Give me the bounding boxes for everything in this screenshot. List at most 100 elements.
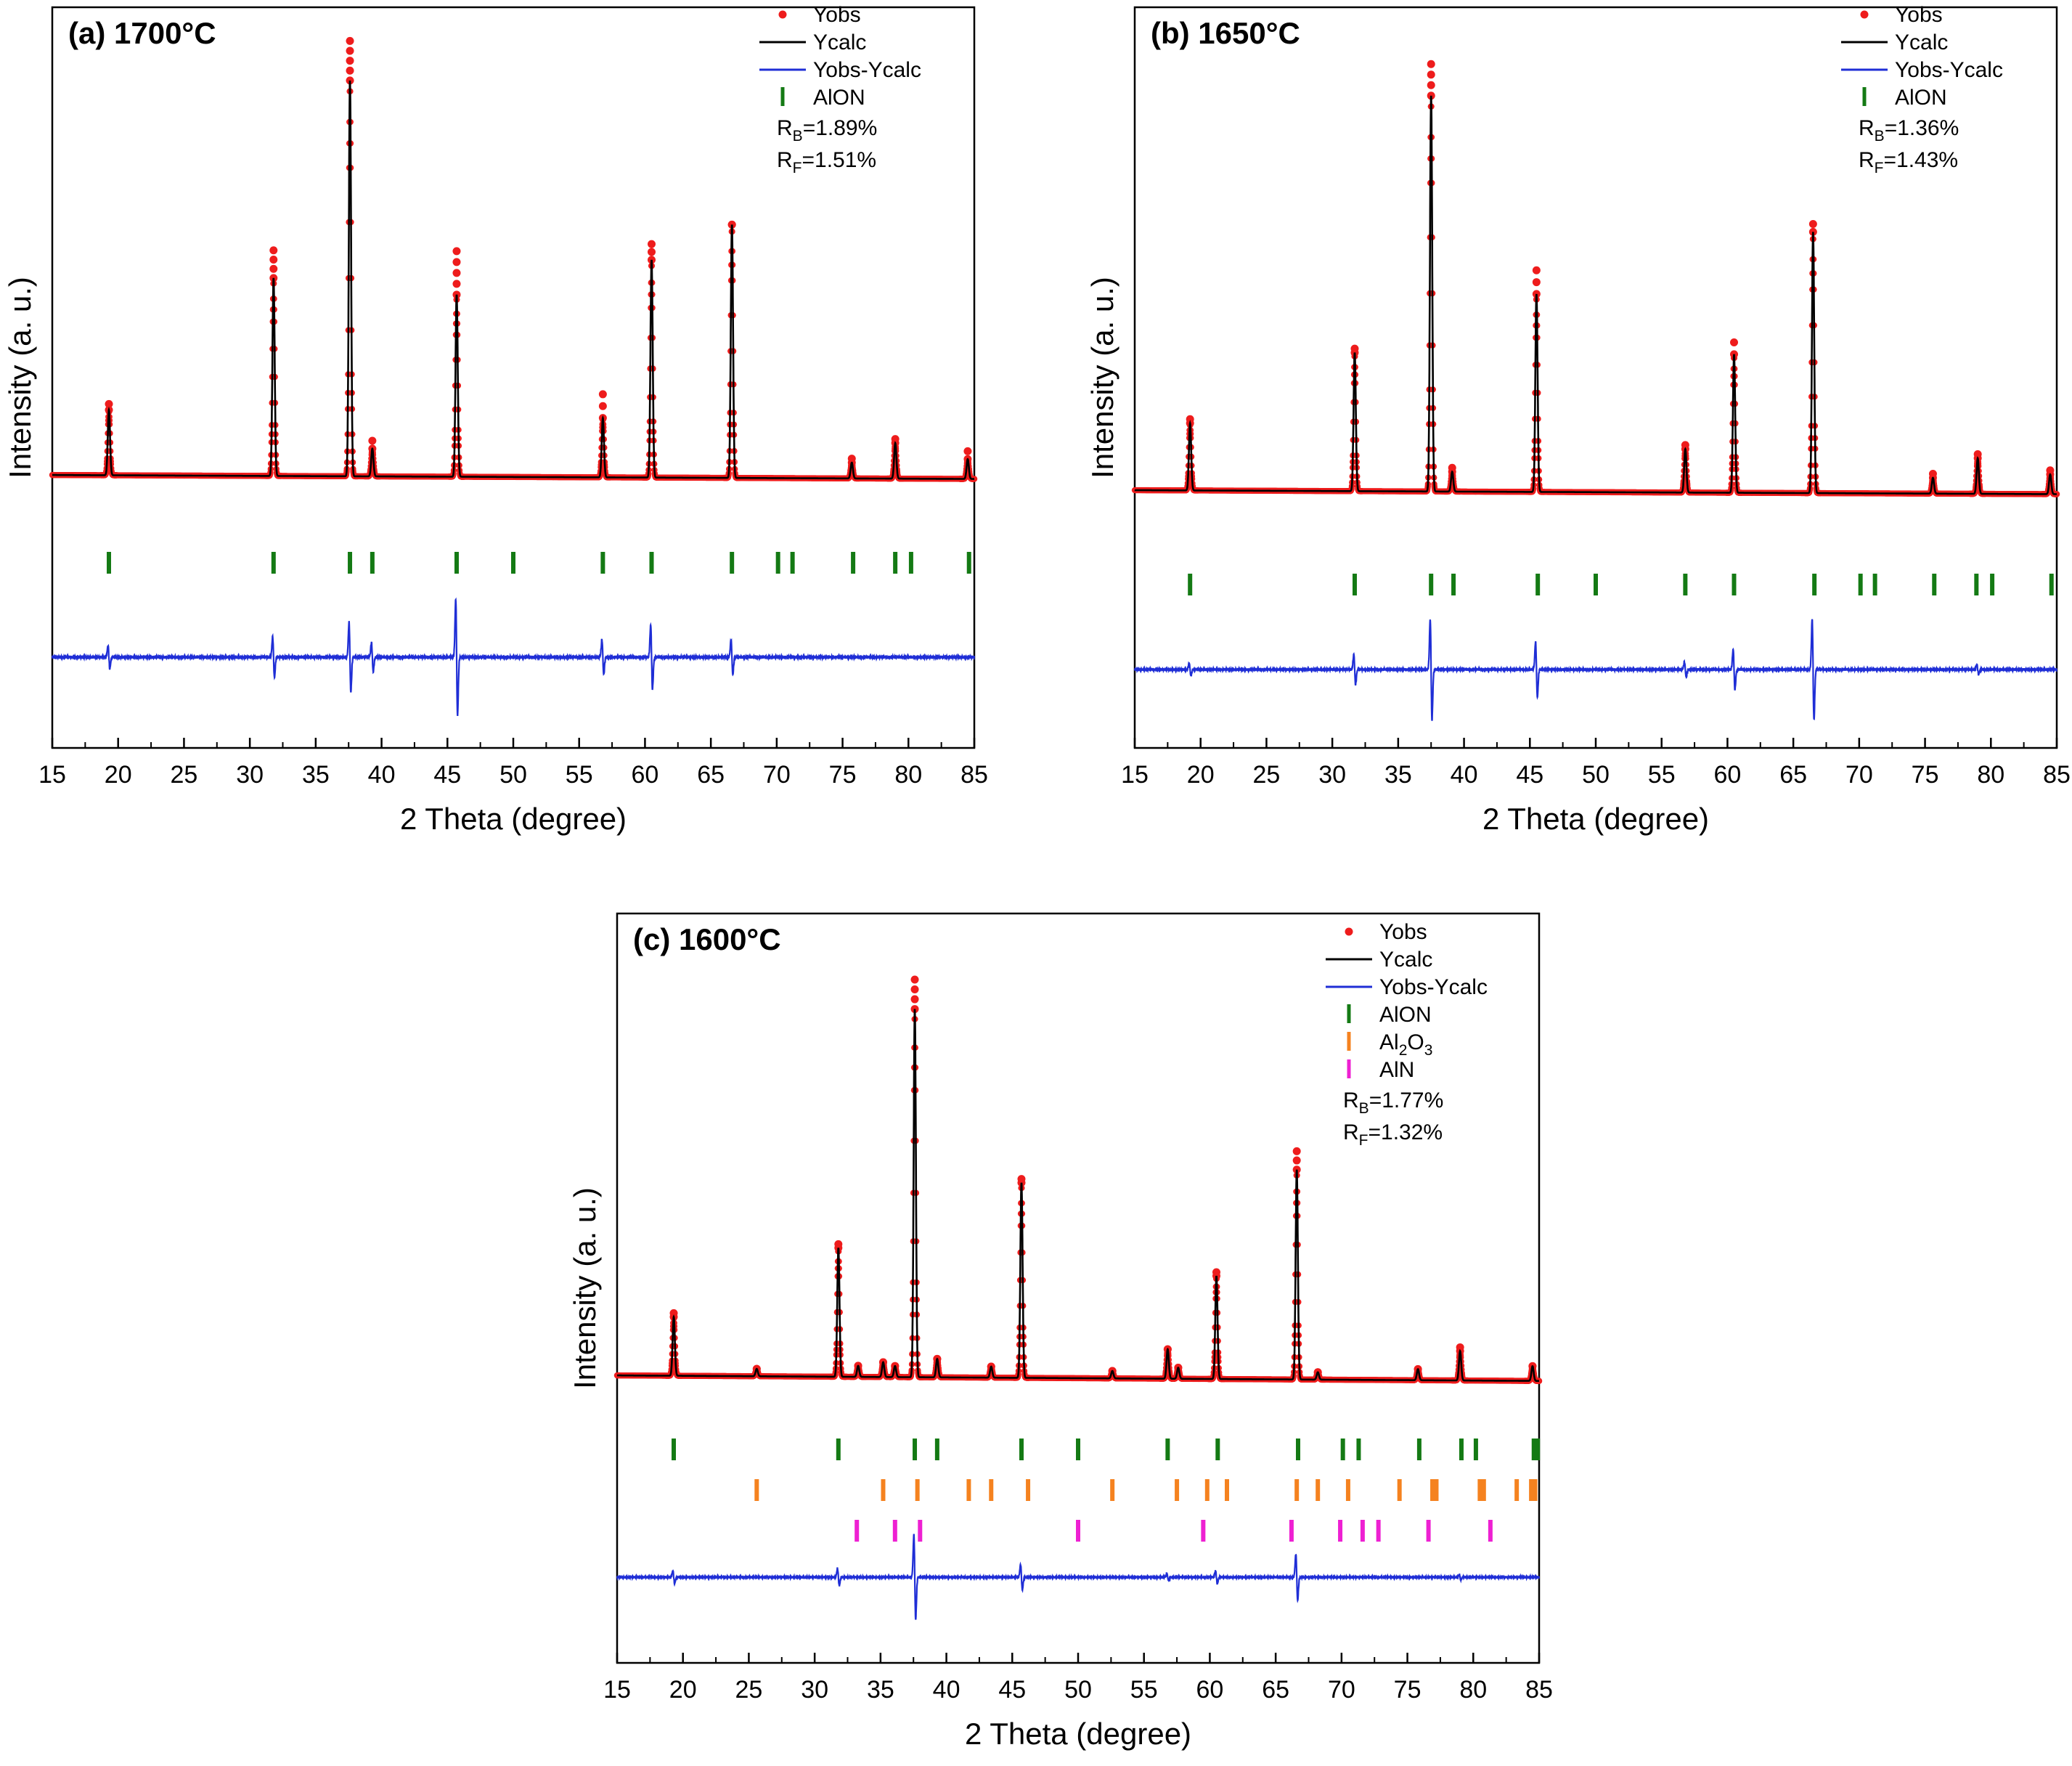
difference-line	[1133, 619, 2057, 721]
legend-text: Yobs-Ycalc	[1895, 58, 2003, 82]
reflection-row-alon	[1188, 574, 2054, 595]
x-tick-label: 70	[763, 761, 791, 789]
panel-c-1600C: 15 20 25 30 35 40 45 50 55 60 65 70 75 80 852 Theta (d…	[568, 912, 1553, 1751]
yobs-peak-point	[346, 46, 354, 55]
x-tick-label: 75	[829, 761, 857, 789]
yobs-peak-point	[1928, 470, 1937, 479]
r-symbol: R	[777, 148, 793, 172]
y-axis-label: Intensity (a. u.)	[3, 277, 37, 479]
x-tick-label: 20	[669, 1676, 697, 1704]
yobs-peak-point	[648, 240, 656, 248]
yobs-peak-point	[269, 255, 278, 264]
x-tick-label: 45	[998, 1676, 1026, 1704]
r-subscript: F	[1875, 160, 1884, 176]
panel-label: (c) 1600°C	[633, 922, 781, 956]
legend-text: Ycalc	[1895, 30, 1948, 54]
panel-a-1700C: 15 20 25 30 35 40 45 50 55 60 65 70 75 80 852 Theta (d…	[3, 3, 988, 836]
x-tick-label: 50	[1582, 761, 1610, 789]
x-tick-label: 45	[1516, 761, 1543, 789]
yobs-peak-point	[648, 248, 656, 256]
x-tick-label: 60	[632, 761, 659, 789]
legend-text: Ycalc	[813, 30, 866, 54]
x-tick-label: 40	[933, 1676, 960, 1704]
x-tick-label: 75	[1912, 761, 1939, 789]
legend-dot-marker	[778, 10, 787, 19]
legend-dot-marker	[1860, 10, 1869, 19]
legend-label: AlON	[813, 86, 865, 110]
r-value: =1.89%	[803, 116, 878, 140]
panel-label: (a) 1700°C	[68, 16, 216, 50]
x-tick-label: 35	[867, 1676, 894, 1704]
legend-label: AlON	[1895, 86, 1947, 110]
r-value: =1.51%	[802, 148, 877, 172]
panel-label: (b) 1650°C	[1151, 16, 1300, 50]
legend-text: AlON	[813, 86, 865, 110]
x-tick-label: 15	[1121, 761, 1149, 789]
r-symbol: R	[1859, 116, 1875, 140]
x-tick-label: 65	[1262, 1676, 1289, 1704]
x-tick-label: 50	[1064, 1676, 1092, 1704]
yobs-peak-point	[269, 246, 278, 255]
yobs-peak-point	[269, 264, 278, 273]
x-tick-label: 30	[801, 1676, 828, 1704]
x-tick-label: 85	[960, 761, 988, 789]
x-tick-label: 70	[1845, 761, 1873, 789]
ycalc-line	[52, 80, 974, 480]
x-axis-label: 2 Theta (degree)	[400, 802, 627, 836]
x-tick-label: 55	[1130, 1676, 1158, 1704]
legend-label: Yobs-Ycalc	[1895, 58, 2003, 82]
yobs-peak-point	[452, 258, 461, 266]
x-tick-label: 50	[499, 761, 527, 789]
x-tick-label: 65	[1779, 761, 1807, 789]
x-tick-label: 80	[1977, 761, 2004, 789]
legend-label: Ycalc	[813, 30, 866, 54]
yobs-peak-point	[1350, 344, 1359, 353]
r-subscript: F	[793, 160, 802, 176]
yobs-peak-point	[452, 280, 461, 288]
legend-text: Yobs-Ycalc	[813, 58, 921, 82]
y-axis-label: Intensity (a. u.)	[568, 1187, 602, 1389]
x-tick-label: 40	[1451, 761, 1478, 789]
x-tick-label: 55	[566, 761, 593, 789]
x-tick-label: 65	[697, 761, 725, 789]
x-tick-label: 60	[1714, 761, 1742, 789]
x-tick-label: 55	[1648, 761, 1676, 789]
x-tick-label: 80	[894, 761, 922, 789]
difference-line	[51, 597, 976, 717]
r-value: =1.43%	[1884, 148, 1959, 172]
yobs-peak-point	[598, 402, 607, 410]
yobs-peak-point	[1808, 219, 1817, 228]
x-tick-label: 85	[1525, 1676, 1553, 1704]
x-tick-label: 45	[433, 761, 461, 789]
yobs-peak-point	[346, 36, 354, 45]
yobs-series	[613, 975, 1543, 1384]
x-tick-label: 35	[1384, 761, 1412, 789]
r-factor-annotation: RF=1.43%	[1859, 148, 1958, 176]
r-subscript: B	[1875, 128, 1885, 145]
panel-b-1650C: 15 20 25 30 35 40 45 50 55 60 65 70 75 80 852 Theta (d…	[1085, 3, 2071, 836]
legend-label: Yobs	[1895, 3, 1943, 27]
x-tick-label: 20	[105, 761, 132, 789]
yobs-peak-point	[598, 390, 607, 399]
x-axis-label: 2 Theta (degree)	[1482, 802, 1709, 836]
yobs-peak-point	[368, 436, 377, 445]
yobs-peak-point	[452, 247, 461, 256]
legend-text: AlON	[1895, 86, 1947, 110]
yobs-peak-point	[1427, 70, 1435, 79]
yobs-peak-point	[346, 66, 354, 75]
yobs-peak-point	[963, 447, 972, 455]
x-tick-label: 80	[1459, 1676, 1487, 1704]
x-tick-label: 85	[2043, 761, 2071, 789]
yobs-peak-point	[1532, 278, 1541, 287]
r-subscript: B	[793, 128, 803, 145]
legend-label: Ycalc	[1895, 30, 1948, 54]
x-tick-label: 30	[236, 761, 264, 789]
y-axis-label: Intensity (a. u.)	[1085, 277, 1119, 479]
r-value: =1.36%	[1885, 116, 1959, 140]
x-tick-label: 25	[735, 1676, 763, 1704]
x-tick-label: 35	[302, 761, 330, 789]
x-tick-label: 15	[603, 1676, 631, 1704]
x-tick-label: 15	[38, 761, 66, 789]
